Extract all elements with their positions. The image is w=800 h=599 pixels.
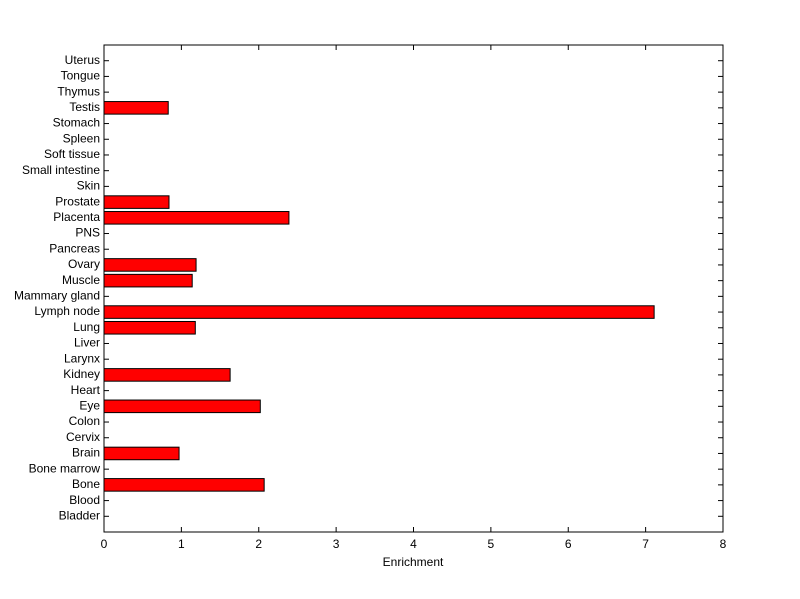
y-tick-label: Larynx	[64, 351, 100, 365]
bar	[103, 101, 169, 115]
y-tick-label: Bladder	[59, 508, 100, 522]
y-tick-label: Bone	[72, 477, 100, 491]
bar	[103, 258, 197, 272]
y-tick-label: Placenta	[53, 210, 100, 224]
y-tick-label: Colon	[69, 414, 100, 428]
y-tick-label: Ovary	[68, 257, 100, 271]
y-tick-label: Blood	[69, 493, 100, 507]
y-tick-label: Liver	[74, 336, 100, 350]
y-tick-label: Mammary gland	[14, 289, 100, 303]
y-tick-label: Muscle	[62, 273, 100, 287]
y-tick-label: Uterus	[65, 53, 100, 67]
bar	[103, 478, 265, 492]
bar	[103, 399, 261, 414]
y-tick-label: Eye	[79, 398, 100, 412]
x-tick-label: 6	[565, 537, 572, 551]
y-tick-label: Bone marrow	[29, 461, 101, 475]
bar	[103, 446, 180, 461]
x-tick-label: 2	[255, 537, 262, 551]
y-tick-label: Testis	[69, 100, 100, 114]
bar	[103, 211, 290, 225]
y-tick-label: Pancreas	[49, 241, 100, 255]
y-tick-label: Soft tissue	[44, 147, 100, 161]
y-tick-label: Heart	[71, 383, 101, 397]
y-tick-label: Skin	[77, 179, 100, 193]
y-tick-label: Small intestine	[22, 163, 100, 177]
y-tick-label: Cervix	[66, 430, 100, 444]
y-tick-label: Thymus	[57, 84, 100, 98]
x-tick-label: 7	[642, 537, 649, 551]
bar	[103, 320, 196, 335]
plot-frame	[103, 44, 724, 533]
y-tick-label: Kidney	[63, 367, 100, 381]
x-tick-label: 3	[333, 537, 340, 551]
y-tick-label: PNS	[75, 226, 100, 240]
y-tick-label: Spleen	[63, 131, 100, 145]
y-tick-label: Lymph node	[34, 304, 100, 318]
y-tick-label: Brain	[72, 446, 100, 460]
bar	[103, 273, 193, 288]
bar	[103, 368, 231, 382]
x-tick-label: 0	[101, 537, 108, 551]
x-tick-label: 1	[178, 537, 185, 551]
x-tick-label: 8	[720, 537, 727, 551]
bar	[103, 195, 170, 209]
y-tick-label: Stomach	[53, 116, 100, 130]
y-tick-label: Prostate	[55, 194, 100, 208]
x-tick-label: 4	[410, 537, 417, 551]
x-axis-label: Enrichment	[383, 555, 444, 569]
y-tick-label: Tongue	[61, 69, 101, 83]
x-tick-label: 5	[488, 537, 495, 551]
y-tick-label: Lung	[73, 320, 100, 334]
bar	[103, 305, 655, 319]
